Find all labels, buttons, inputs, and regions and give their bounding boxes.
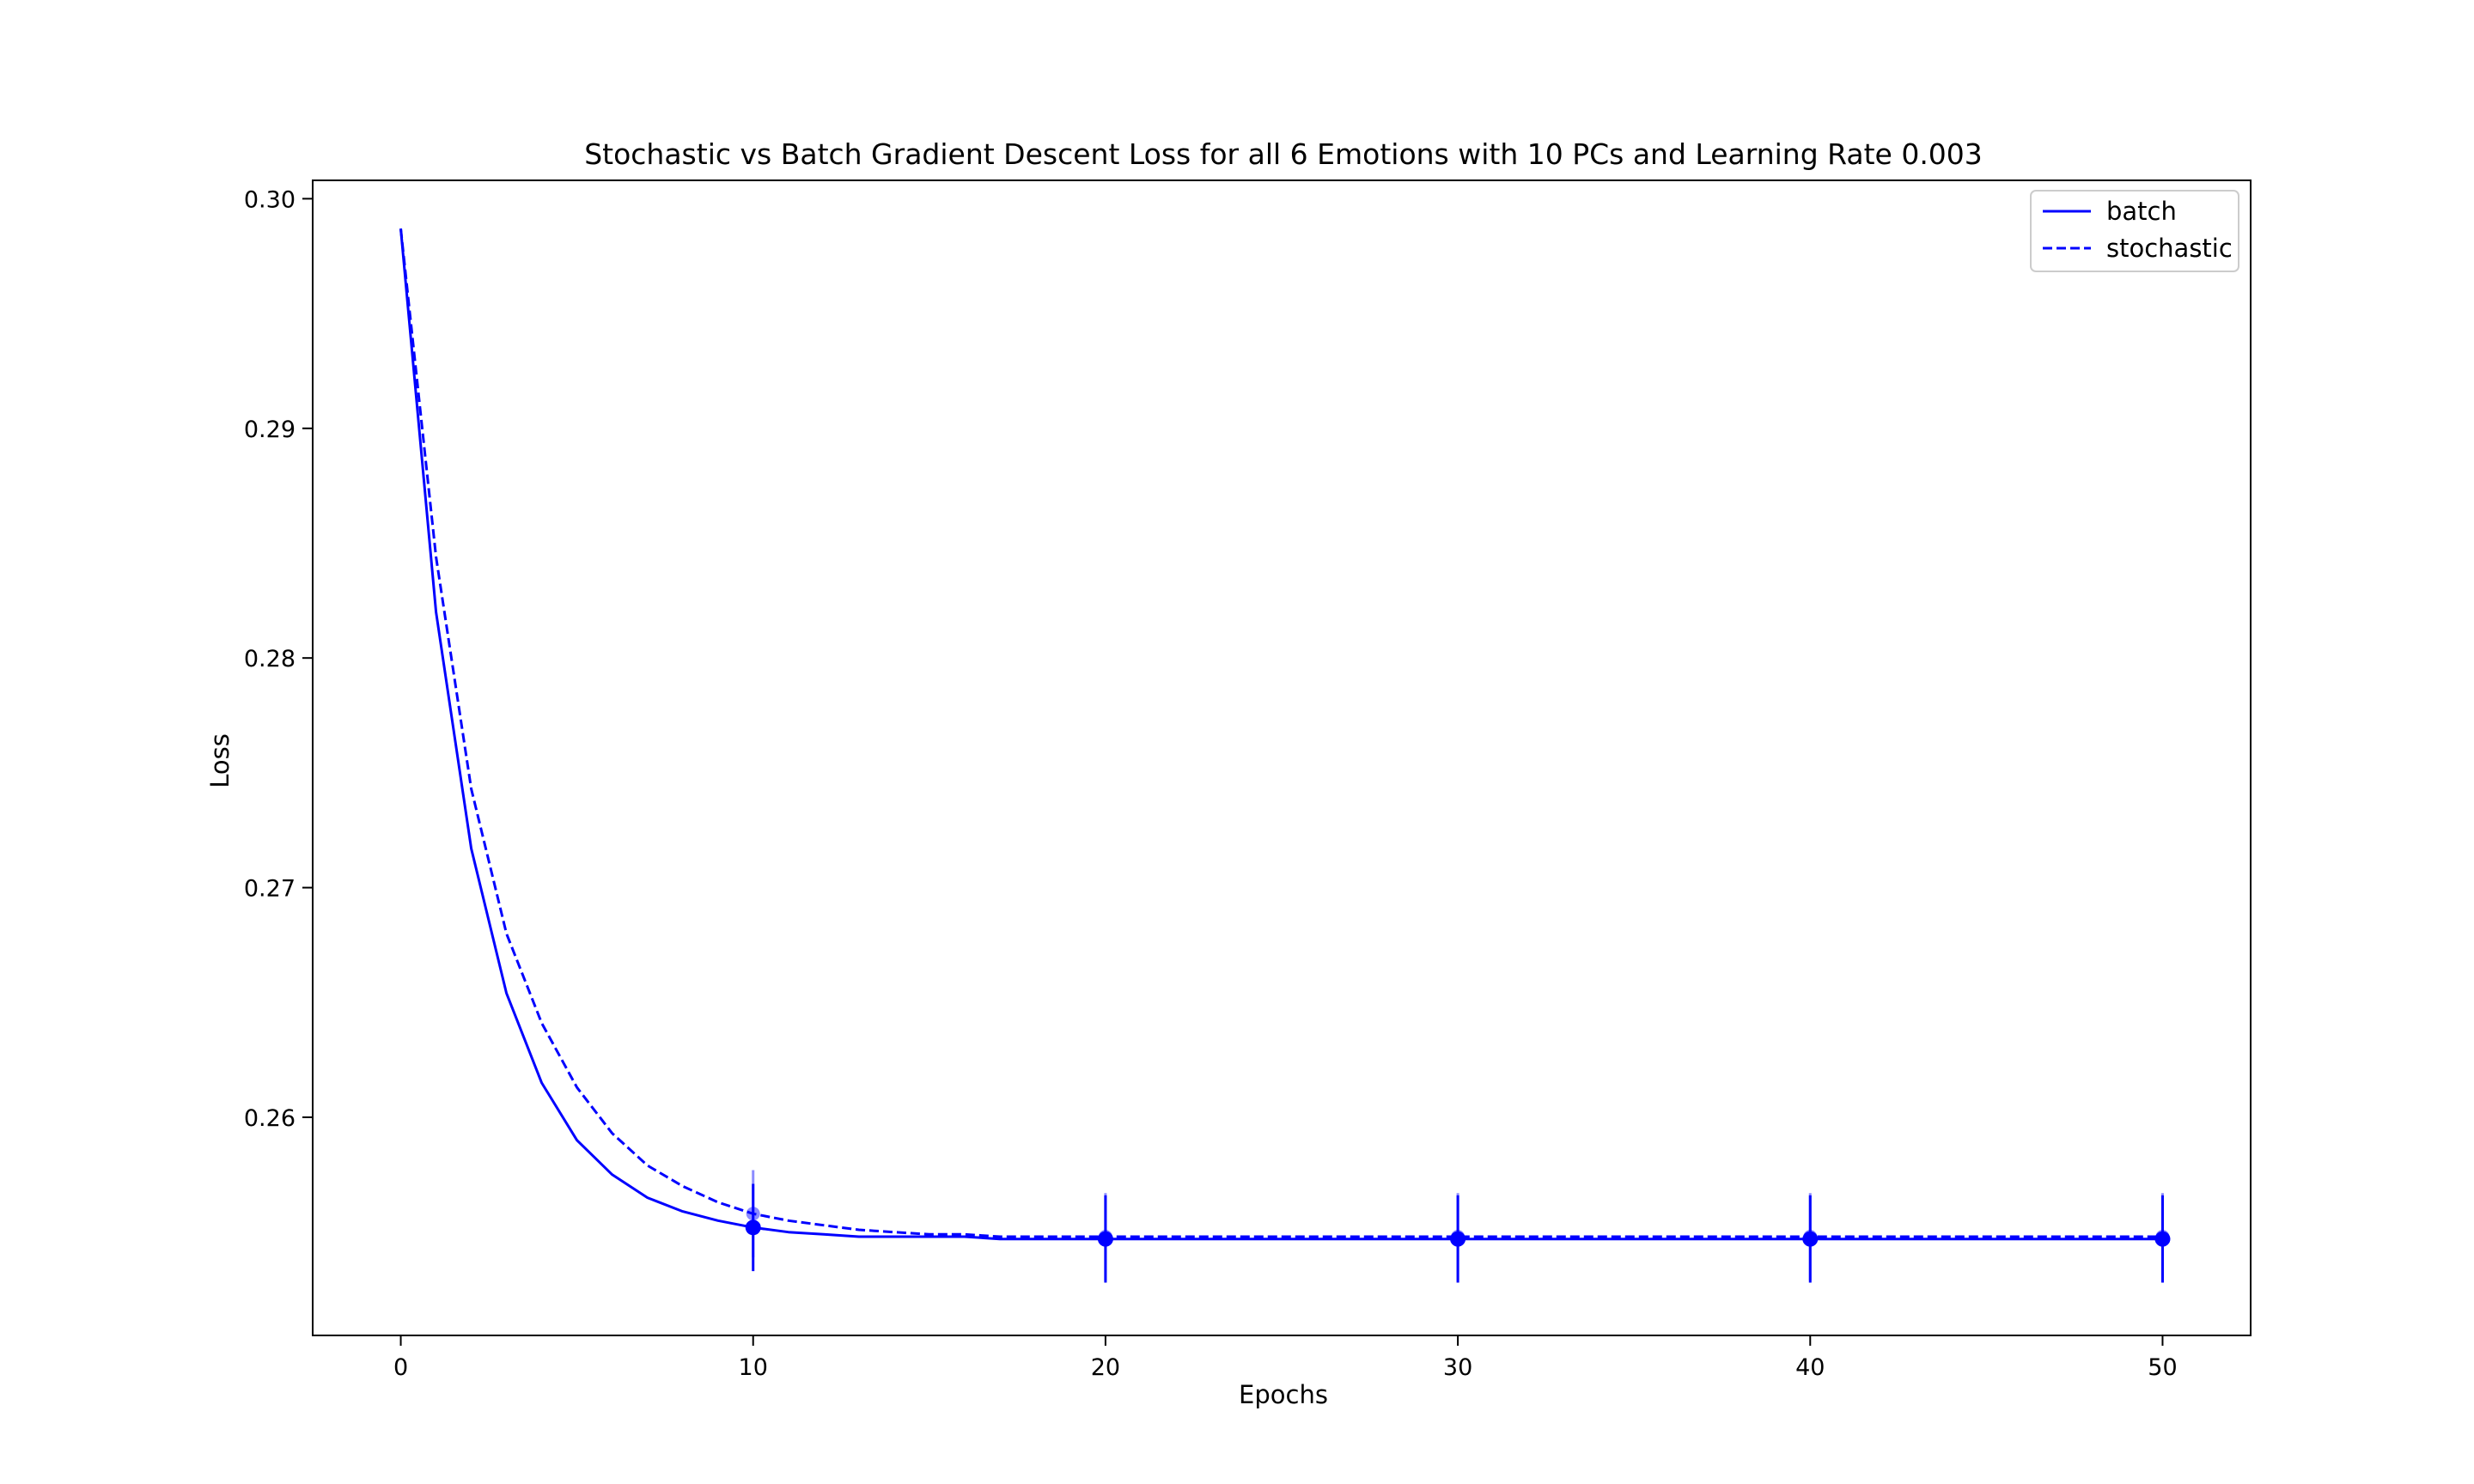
y-axis-label: Loss <box>205 733 235 788</box>
legend-label-batch: batch <box>2106 197 2177 226</box>
data-point-stochastic <box>1451 1230 1466 1244</box>
series-line-batch <box>399 228 2163 1241</box>
x-tick-label: 40 <box>1795 1354 1825 1381</box>
y-tick-label: 0.30 <box>244 186 296 213</box>
data-point-batch <box>1802 1231 1819 1247</box>
series-line-stochastic <box>399 228 2163 1238</box>
data-point-stochastic <box>1098 1230 1112 1244</box>
plot-area: 0 10 20 30 40 50 0.26 0.27 0.28 0.29 0.30 <box>244 179 2252 1381</box>
x-axis-label: Epochs <box>1239 1380 1328 1409</box>
legend-label-stochastic: stochastic <box>2106 234 2233 263</box>
data-point-batch <box>745 1219 761 1236</box>
chart-title: Stochastic vs Batch Gradient Descent Los… <box>584 137 1983 171</box>
data-point-batch <box>2154 1231 2171 1247</box>
y-tick-label: 0.29 <box>244 417 296 443</box>
data-point-stochastic <box>746 1207 760 1221</box>
data-point-batch <box>1450 1231 1466 1247</box>
axes-frame <box>312 179 2252 1336</box>
x-tick-label: 50 <box>2148 1354 2177 1381</box>
y-tick-label: 0.27 <box>244 876 296 903</box>
x-tick-label: 0 <box>393 1354 408 1381</box>
x-tick-label: 20 <box>1091 1354 1120 1381</box>
legend: batch stochastic <box>2030 190 2239 272</box>
y-tick-label: 0.28 <box>244 646 296 672</box>
data-point-stochastic <box>2155 1230 2170 1244</box>
y-tick-label: 0.26 <box>244 1105 296 1132</box>
data-point-batch <box>1097 1231 1113 1247</box>
x-tick-label: 30 <box>1443 1354 1472 1381</box>
data-point-stochastic <box>1803 1230 1818 1244</box>
x-tick-label: 10 <box>739 1354 768 1381</box>
